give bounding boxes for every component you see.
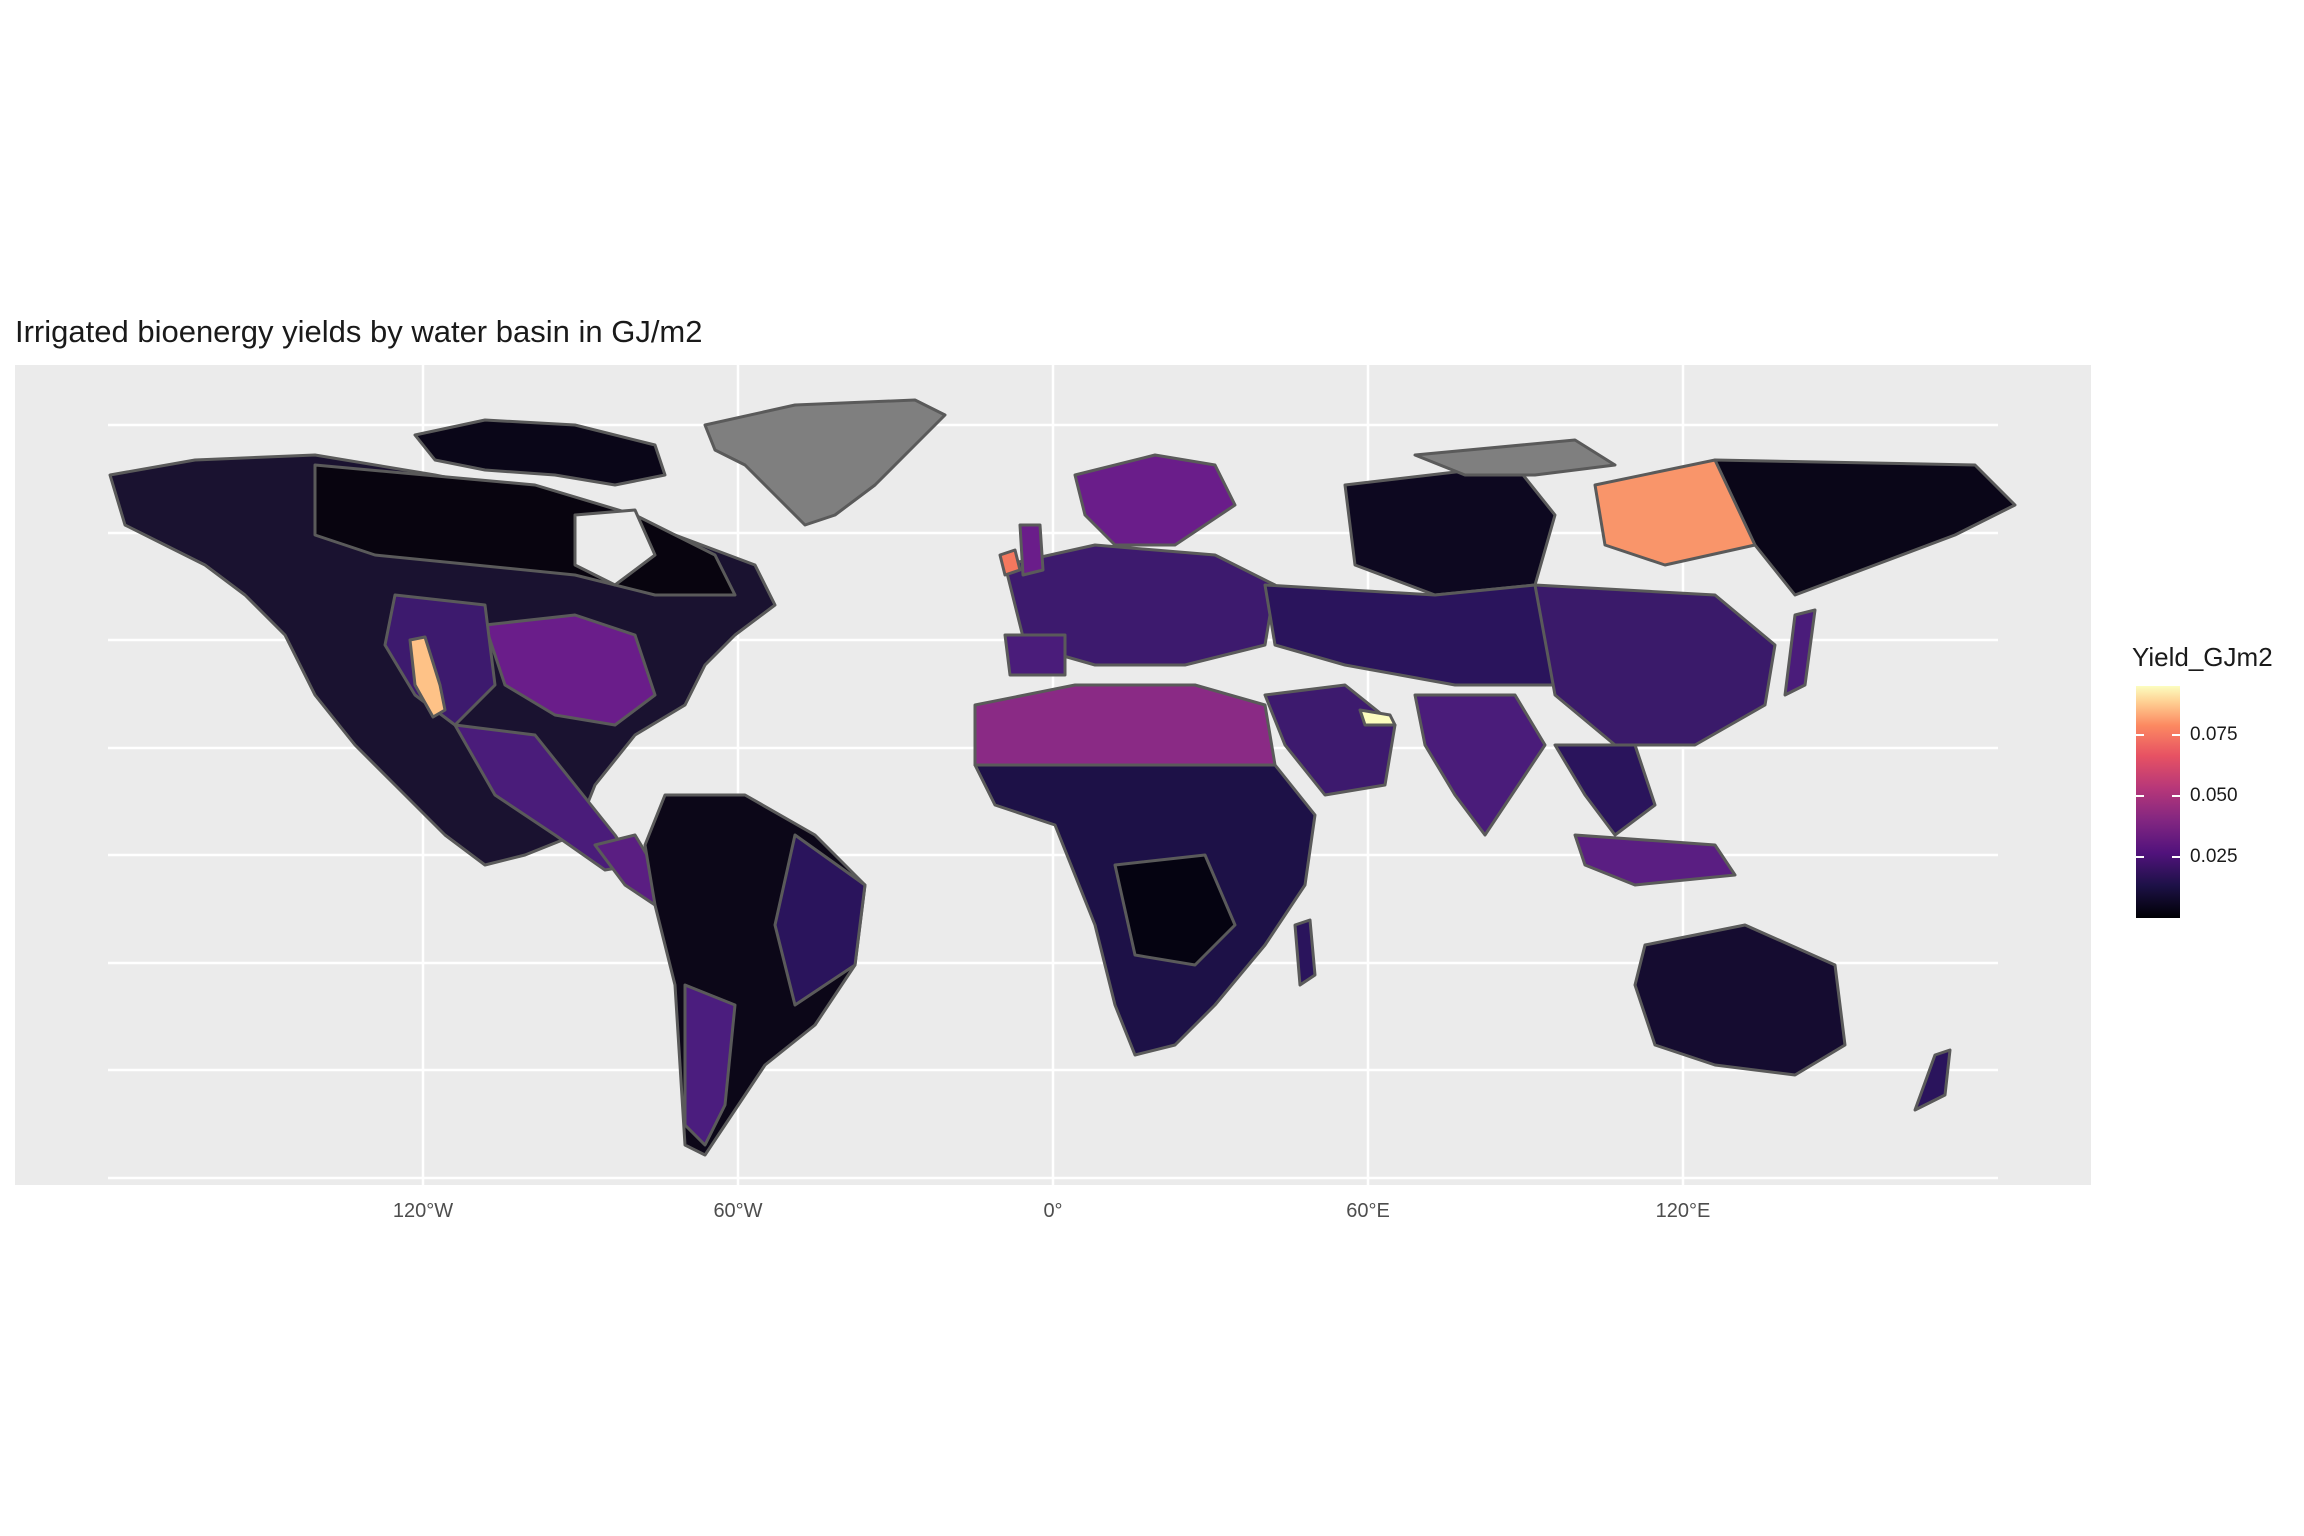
arctic-islands xyxy=(413,418,667,487)
california xyxy=(408,635,447,719)
indonesia xyxy=(1573,833,1737,887)
brazil-east xyxy=(773,833,867,1007)
x-tick-60w: 60°W xyxy=(713,1200,763,1222)
x-tick-120e: 120°E xyxy=(1655,1200,1711,1222)
britain xyxy=(1018,523,1045,577)
legend-tick-label: 0.050 xyxy=(2190,784,2238,806)
congo xyxy=(1113,853,1237,967)
greenland xyxy=(703,398,947,527)
east-siberia-nodata xyxy=(1413,438,1617,477)
north-africa xyxy=(973,683,1277,777)
india xyxy=(1413,693,1547,837)
map-panel xyxy=(15,365,2091,1185)
mississippi-basin xyxy=(483,613,657,727)
world-map xyxy=(108,365,2017,1185)
iberia xyxy=(1003,633,1067,677)
madagascar xyxy=(1293,918,1317,987)
scandinavia xyxy=(1073,453,1237,547)
patagonia xyxy=(683,983,737,1147)
land-basins xyxy=(108,398,2017,1157)
siberia-west xyxy=(1343,463,1557,597)
map-title: Irrigated bioenergy yields by water basi… xyxy=(15,314,703,349)
new-zealand xyxy=(1913,1048,1952,1112)
legend-tick-label: 0.075 xyxy=(2190,723,2238,745)
x-tick-0: 0° xyxy=(1043,1200,1063,1222)
southeast-asia xyxy=(1553,743,1657,837)
x-tick-120w: 120°W xyxy=(392,1200,454,1222)
x-tick-60e: 60°E xyxy=(1346,1200,1390,1222)
hudson-bay xyxy=(573,508,657,587)
australia xyxy=(1633,923,1847,1077)
ireland xyxy=(998,548,1022,577)
legend-colorbar xyxy=(2136,686,2180,918)
legend-tick-label: 0.025 xyxy=(2190,845,2238,867)
persian-gulf-coast xyxy=(1358,708,1397,727)
legend-title: Yield_GJm2 xyxy=(2132,642,2273,672)
russia-far-east xyxy=(1713,458,2017,597)
japan xyxy=(1783,608,1817,697)
china xyxy=(1533,583,1777,747)
